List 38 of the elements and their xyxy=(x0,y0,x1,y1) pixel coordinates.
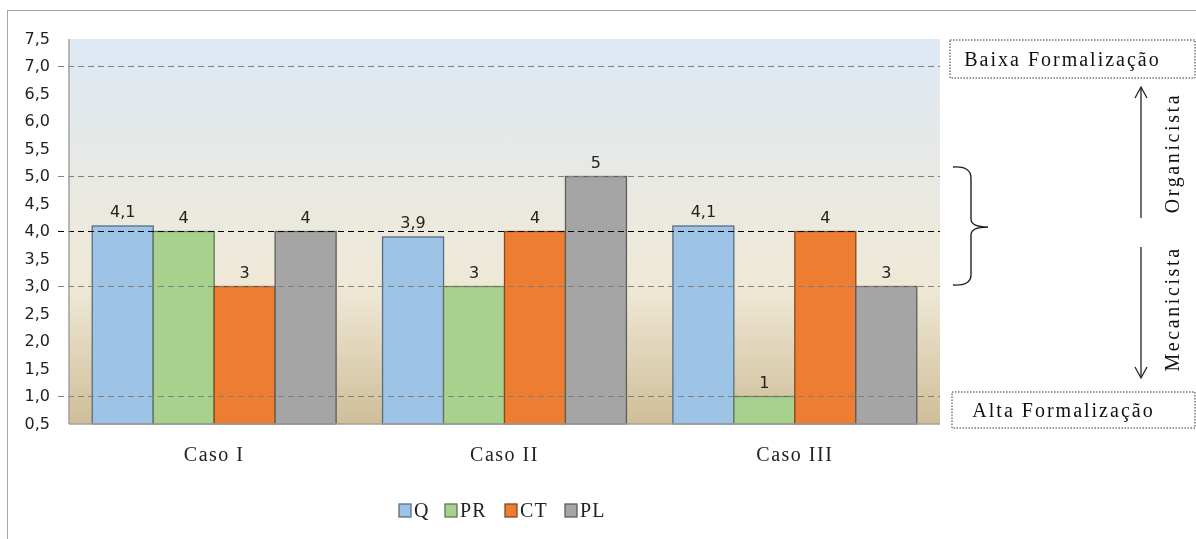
text: Baixa Formalização xyxy=(964,48,1161,71)
y-tick-label: 5,5 xyxy=(24,138,50,158)
text: Organicista xyxy=(1160,92,1184,214)
y-tick-label: 5,0 xyxy=(24,166,50,185)
y-tick-label: 2,5 xyxy=(24,303,50,323)
y-tick-label: 3,0 xyxy=(24,276,50,295)
data-label: 4 xyxy=(529,207,541,227)
data-label: 3 xyxy=(468,262,480,282)
data-label: 4 xyxy=(300,207,311,227)
x-tick-label: Caso I xyxy=(183,443,245,465)
legend-label: Q xyxy=(414,499,430,521)
text: Mecanicista xyxy=(1160,246,1183,372)
data-label: 4,1 xyxy=(690,202,717,221)
y-tick-label: 7,5 xyxy=(24,28,50,48)
y-tick-label: 6,5 xyxy=(24,83,50,103)
legend-label: CT xyxy=(520,499,548,521)
y-tick-label: 4,5 xyxy=(24,193,50,213)
data-label: 3,9 xyxy=(400,213,426,232)
data-label: 3 xyxy=(239,262,250,282)
data-label: 4 xyxy=(820,207,831,227)
legend-label: PR xyxy=(460,499,487,521)
y-tick-label: 1,5 xyxy=(24,358,50,378)
x-tick-label: Caso II xyxy=(470,443,539,465)
text: Alta Formalização xyxy=(972,399,1155,422)
y-tick-label: 6,0 xyxy=(24,111,50,130)
y-tick-label: 0,5 xyxy=(24,413,50,433)
y-tick-label: 1,0 xyxy=(24,386,50,405)
data-label: 4 xyxy=(178,207,189,227)
data-label: 1 xyxy=(759,372,770,392)
legend-label: PL xyxy=(580,499,606,521)
y-tick-label: 4,0 xyxy=(24,221,50,240)
y-tick-label: 7,0 xyxy=(24,56,50,75)
x-tick-label: Caso III xyxy=(756,443,834,465)
data-label: 4,1 xyxy=(109,202,136,221)
data-label: 5 xyxy=(590,152,602,172)
data-label: 3 xyxy=(881,262,892,282)
y-tick-label: 3,5 xyxy=(24,248,50,268)
y-tick-label: 2,0 xyxy=(24,331,50,350)
